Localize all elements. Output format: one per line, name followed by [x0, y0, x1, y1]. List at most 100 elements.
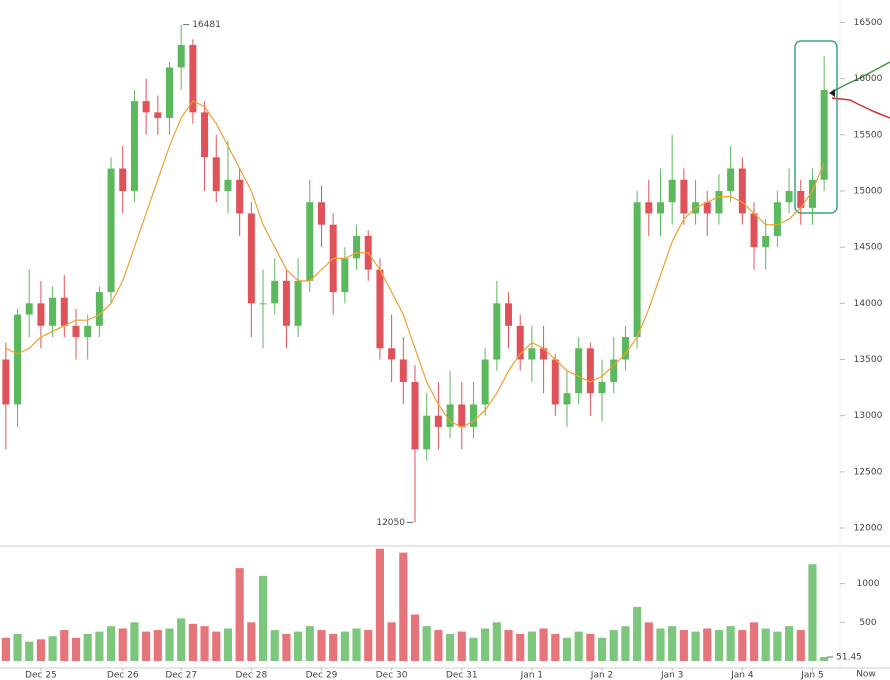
candle-body [680, 179, 688, 214]
y-tick-label: 12000 [854, 524, 883, 534]
candle-body [469, 404, 477, 427]
volume-bar [773, 631, 782, 661]
candle-body [2, 359, 10, 405]
volume-bar [738, 630, 747, 661]
volume-bar [422, 626, 431, 661]
price-marker [829, 89, 835, 97]
candle-body [212, 157, 220, 191]
last-volume-label: 51.45 [836, 653, 862, 663]
volume-bar [703, 628, 712, 661]
candle-body [820, 89, 828, 180]
x-tick-label: Dec 30 [376, 671, 408, 680]
candle-body [645, 202, 653, 214]
candle-body [516, 325, 524, 360]
candle-body [551, 359, 559, 405]
volume-bar [317, 630, 326, 661]
highlight-box [794, 40, 838, 214]
candle-body [25, 303, 33, 315]
volume-bar [481, 628, 490, 661]
volume-bar [13, 633, 22, 661]
candle-body [282, 280, 290, 326]
volume-bar [551, 633, 560, 661]
x-tick-label: Dec 27 [165, 671, 197, 680]
candle-body [505, 303, 513, 326]
y2-tick-label: 1000 [857, 579, 880, 589]
x-tick-label: Jan 4 [730, 671, 754, 680]
volume-bar [48, 636, 57, 661]
volume-bar [329, 633, 338, 661]
volume-bar [305, 626, 314, 661]
volume-bar [597, 637, 607, 661]
volume-bar [71, 637, 81, 661]
candle-body [481, 359, 489, 405]
volume-bar [761, 628, 770, 661]
volume-bar [177, 618, 186, 661]
volume-bar [282, 633, 291, 661]
candle-body [224, 179, 232, 191]
volume-bar [516, 633, 525, 661]
candle-body [107, 168, 115, 293]
candle-body [189, 44, 197, 113]
volume-bar [294, 631, 303, 661]
candle-body [236, 179, 244, 214]
y-tick-label: 15500 [854, 130, 883, 140]
volume-bar [36, 639, 46, 661]
volume-bar [691, 631, 700, 661]
candle-body [341, 258, 349, 293]
candle-body [353, 235, 361, 259]
volume-bar [679, 630, 688, 661]
candle-body [633, 202, 641, 338]
x-tick-label: Dec 26 [107, 671, 139, 680]
candle-body [119, 168, 127, 191]
y-tick-label: 12500 [854, 467, 883, 477]
candle-body [306, 202, 314, 281]
volume-bar [130, 622, 139, 661]
volume-bar [25, 641, 34, 661]
low-label: 12050 [376, 518, 405, 528]
volume-bar [820, 657, 829, 661]
volume-bar [340, 631, 349, 661]
candle-body [528, 348, 536, 360]
volume-bar [457, 631, 466, 661]
volume-bar [656, 628, 665, 661]
volume-bar [784, 626, 794, 661]
candle-body [14, 314, 22, 405]
y-tick-label: 14500 [854, 243, 883, 253]
candle-body [797, 190, 805, 208]
volume-bar [153, 630, 162, 661]
volume-bar [726, 626, 735, 661]
candle-body [738, 168, 746, 214]
candle-body [668, 179, 676, 203]
y-tick-label: 15000 [854, 186, 883, 196]
volume-bar [749, 622, 759, 661]
high-label: 16481 [192, 20, 221, 30]
candle-body [446, 404, 454, 427]
candle-body [142, 101, 150, 113]
candle-body [177, 44, 185, 68]
ask-line [831, 97, 890, 119]
volume-bar [247, 622, 256, 661]
volume-bar [469, 637, 478, 661]
volume-bar [200, 626, 209, 661]
x-tick-label: Jan 2 [590, 671, 613, 680]
x-tick-label: Jan 1 [520, 671, 543, 680]
candle-body [656, 202, 664, 214]
candle-body [762, 235, 770, 248]
candle-body [271, 280, 279, 304]
candle-body [388, 348, 396, 360]
candle-body [166, 67, 174, 118]
y-tick-label: 14000 [854, 299, 883, 309]
volume-bar [223, 628, 233, 661]
candle-body [411, 381, 419, 450]
candle-body [317, 202, 325, 225]
candle-body [154, 112, 162, 118]
volume-bar [142, 631, 151, 661]
candle-body [540, 348, 548, 360]
volume-bar [527, 631, 536, 661]
volume-bar [399, 552, 408, 661]
volume-bar [609, 630, 618, 661]
candle-body [621, 337, 629, 360]
candle-body [60, 297, 68, 326]
y-tick-label: 13500 [854, 355, 883, 365]
x-tick-label: Dec 28 [235, 671, 267, 680]
